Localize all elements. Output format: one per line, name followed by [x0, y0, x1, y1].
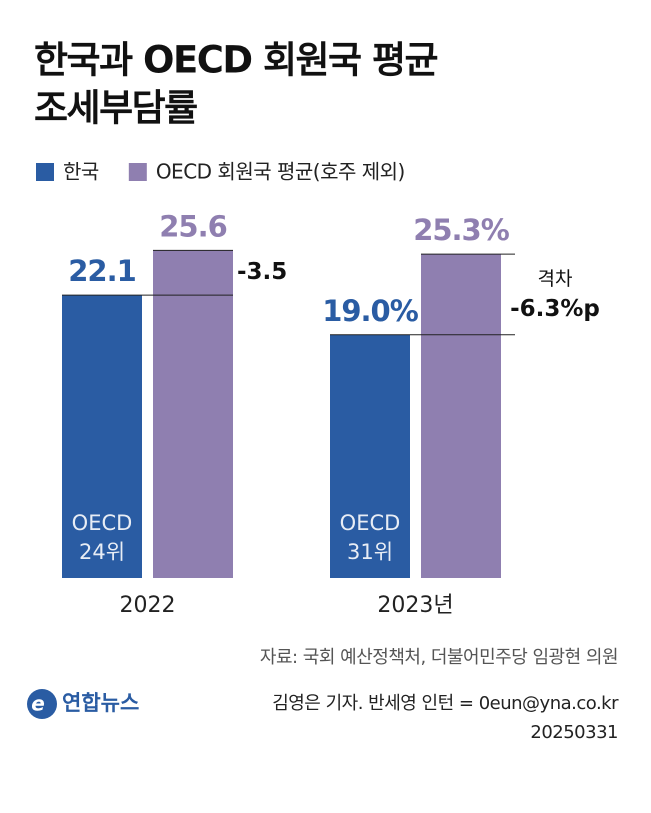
gap-label: -3.5	[237, 259, 287, 285]
logo-icon	[27, 689, 57, 719]
value-label: 25.6	[159, 209, 227, 243]
logo-mark: e	[31, 692, 45, 716]
bar-text: OECD	[340, 511, 401, 535]
chart-title: 조세부담률	[34, 87, 197, 130]
bar-text: 24위	[79, 540, 125, 564]
bar	[330, 334, 410, 578]
chart-title: 한국과 OECD 회원국 평균	[34, 39, 438, 82]
legend-label: OECD 회원국 평균(호주 제외)	[156, 160, 405, 184]
bar	[421, 254, 501, 578]
source: 자료: 국회 예산정책처, 더불어민주당 임광현 의원	[260, 647, 618, 668]
x-tick-label: 2022	[120, 593, 176, 618]
value-label: 22.1	[68, 254, 136, 288]
value-label: 25.3%	[413, 213, 510, 247]
gap-label: -6.3%p	[510, 296, 600, 322]
legend-swatch	[128, 163, 147, 181]
gap-label: 격차	[538, 268, 573, 290]
legend-swatch	[36, 163, 54, 181]
legend-label: 한국	[63, 160, 99, 184]
bar-text: 31위	[347, 540, 393, 564]
x-tick-label: 2023년	[377, 593, 453, 618]
value-label: 19.0%	[322, 294, 419, 328]
bar	[62, 295, 142, 578]
bar	[153, 250, 233, 578]
date: 20250331	[530, 722, 618, 743]
credit: 김영은 기자. 반세영 인턴 = 0eun@yna.co.kr	[272, 693, 619, 714]
bar-text: OECD	[72, 511, 133, 535]
logo: 연합뉴스	[62, 691, 139, 715]
